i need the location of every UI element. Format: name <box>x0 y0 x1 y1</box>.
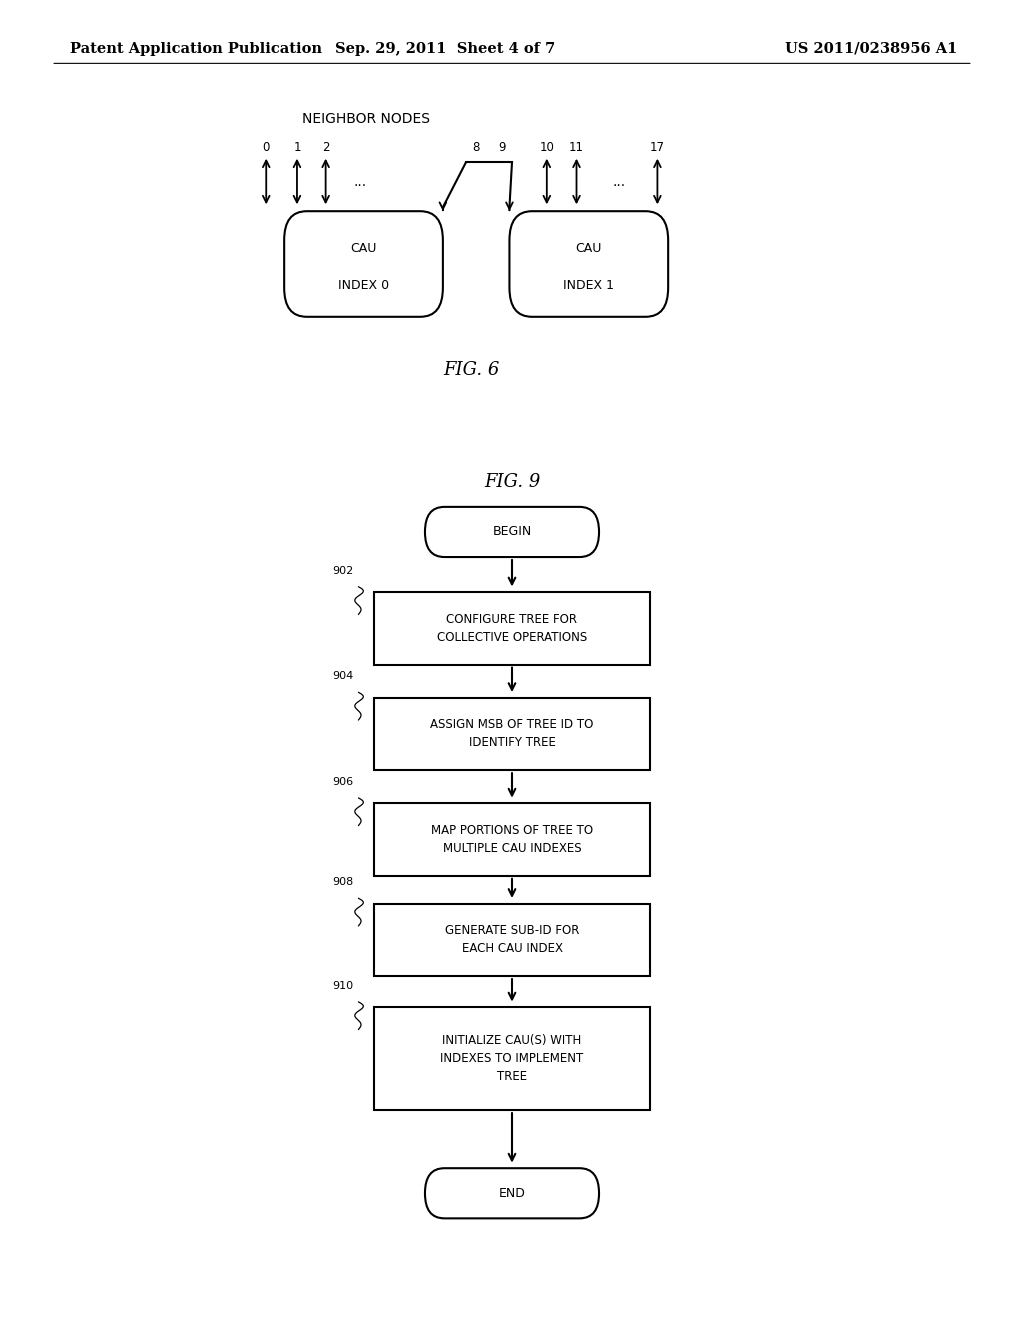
Text: CAU: CAU <box>350 242 377 255</box>
Bar <box>374 697 650 771</box>
Text: 2: 2 <box>322 141 330 154</box>
Text: 904: 904 <box>332 672 353 681</box>
Text: ...: ... <box>613 176 626 189</box>
Text: 1: 1 <box>293 141 301 154</box>
Text: 17: 17 <box>650 141 665 154</box>
Text: 908: 908 <box>332 878 353 887</box>
Text: FIG. 6: FIG. 6 <box>442 360 500 379</box>
Text: 0: 0 <box>262 141 270 154</box>
Text: CONFIGURE TREE FOR
COLLECTIVE OPERATIONS: CONFIGURE TREE FOR COLLECTIVE OPERATIONS <box>437 612 587 644</box>
Bar <box>374 904 650 977</box>
Text: 910: 910 <box>332 981 353 991</box>
Text: 8: 8 <box>472 141 480 154</box>
Text: INITIALIZE CAU(S) WITH
INDEXES TO IMPLEMENT
TREE: INITIALIZE CAU(S) WITH INDEXES TO IMPLEM… <box>440 1034 584 1084</box>
Text: ...: ... <box>354 176 367 189</box>
Text: 902: 902 <box>332 566 353 576</box>
Text: MAP PORTIONS OF TREE TO
MULTIPLE CAU INDEXES: MAP PORTIONS OF TREE TO MULTIPLE CAU IND… <box>431 824 593 855</box>
Text: 9: 9 <box>498 141 506 154</box>
Text: INDEX 0: INDEX 0 <box>338 279 389 292</box>
Text: 906: 906 <box>332 777 353 787</box>
FancyBboxPatch shape <box>425 1168 599 1218</box>
Text: GENERATE SUB-ID FOR
EACH CAU INDEX: GENERATE SUB-ID FOR EACH CAU INDEX <box>444 924 580 956</box>
Text: ASSIGN MSB OF TREE ID TO
IDENTIFY TREE: ASSIGN MSB OF TREE ID TO IDENTIFY TREE <box>430 718 594 750</box>
FancyBboxPatch shape <box>284 211 442 317</box>
Text: 11: 11 <box>569 141 584 154</box>
Bar <box>374 803 650 876</box>
Text: END: END <box>499 1187 525 1200</box>
Text: FIG. 9: FIG. 9 <box>483 473 541 491</box>
Bar <box>374 591 650 665</box>
Text: 10: 10 <box>540 141 554 154</box>
Text: Patent Application Publication: Patent Application Publication <box>70 42 322 55</box>
Text: US 2011/0238956 A1: US 2011/0238956 A1 <box>785 42 957 55</box>
Text: INDEX 1: INDEX 1 <box>563 279 614 292</box>
FancyBboxPatch shape <box>425 507 599 557</box>
Bar <box>374 1007 650 1110</box>
Text: NEIGHBOR NODES: NEIGHBOR NODES <box>302 112 430 125</box>
Text: Sep. 29, 2011  Sheet 4 of 7: Sep. 29, 2011 Sheet 4 of 7 <box>335 42 556 55</box>
FancyBboxPatch shape <box>509 211 668 317</box>
Text: BEGIN: BEGIN <box>493 525 531 539</box>
Text: CAU: CAU <box>575 242 602 255</box>
